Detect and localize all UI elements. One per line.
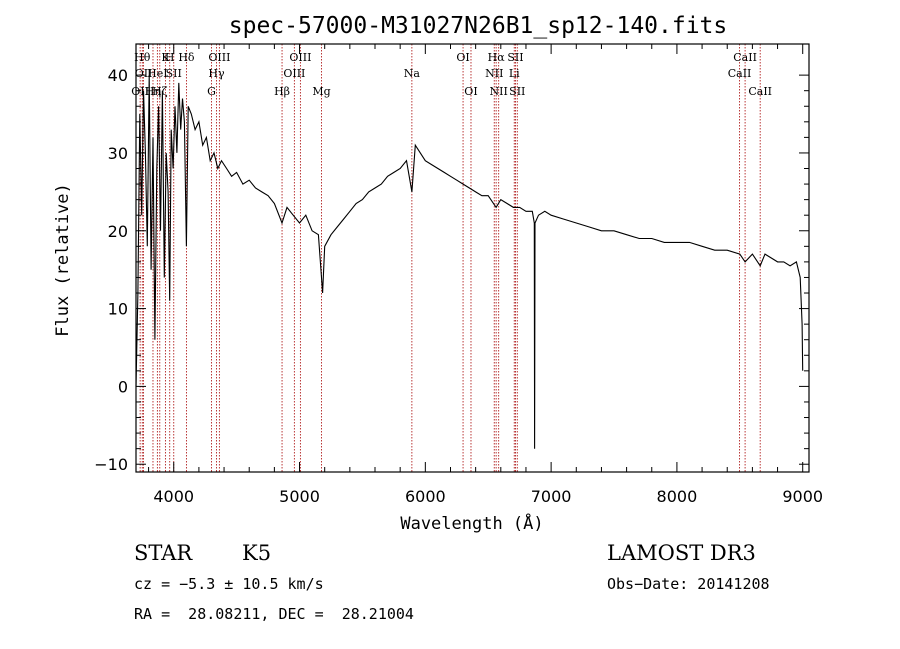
spectrum-line [135,75,804,449]
y-axis-ticks: −10 0 10 20 30 40 [94,66,809,474]
line-label: H [165,51,175,64]
line-label: NII [485,67,503,80]
line-label: OIII [208,51,230,64]
line-label: Hζ [152,85,168,98]
y-tick-label: 20 [108,222,128,241]
survey-name: LAMOST DR3 [607,541,756,565]
coordinates: RA = 28.08211, DEC = 28.21004 [134,605,414,623]
spectral-line-labels: OIIHθOIIHηHeIHζKHSIIHδGHγOIIIHβOIIIOIIIM… [131,51,772,98]
line-label: SII [507,51,523,64]
line-label: Li [509,67,520,80]
line-label: OI [464,85,477,98]
line-label: Hδ [178,51,195,64]
line-label: CaII [733,51,757,64]
y-axis-label: Flux (relative) [53,183,73,337]
line-label: OI [456,51,469,64]
line-label: NII [490,85,508,98]
line-label: Hα [488,51,506,64]
line-label: CaII [748,85,772,98]
x-tick-label: 7000 [531,487,572,506]
chart-title: spec-57000-M31027N26B1_sp12-140.fits [229,13,728,39]
line-label: Hγ [208,67,225,80]
y-tick-label: 40 [108,66,128,85]
line-label: OIII [289,51,311,64]
x-tick-label: 8000 [657,487,698,506]
y-tick-label: 10 [108,300,128,319]
x-tick-label: 9000 [782,487,823,506]
line-label: Hβ [274,85,290,98]
line-label: SII [166,67,182,80]
line-label: G [207,85,216,98]
x-axis-label: Wavelength (Å) [400,512,543,534]
line-label: Hθ [134,51,151,64]
line-label: SII [509,85,525,98]
spectral-line-markers [139,44,761,472]
x-tick-label: 4000 [153,487,194,506]
y-tick-label: 30 [108,144,128,163]
line-label: K [161,51,170,64]
line-label: HeI [147,67,167,80]
object-class: STAR [134,541,193,565]
line-label: OII [135,67,153,80]
y-tick-label: 0 [118,377,128,396]
x-axis-ticks: 4000 5000 6000 7000 8000 9000 [148,44,823,506]
subclass: K5 [242,541,272,565]
obs-date: Obs−Date: 20141208 [607,575,770,593]
line-label: CaII [728,67,752,80]
x-tick-label: 6000 [405,487,446,506]
y-tick-label: −10 [94,455,128,474]
redshift-cz: cz = −5.3 ± 10.5 km/s [134,575,324,593]
line-label: Mg [312,85,330,98]
plot-frame [135,43,810,473]
x-tick-label: 5000 [279,487,320,506]
line-label: OIII [283,67,305,80]
line-label: Na [404,67,421,80]
